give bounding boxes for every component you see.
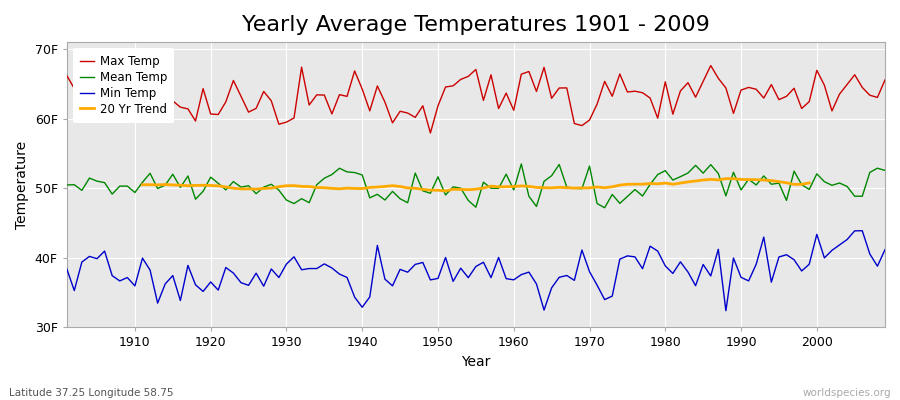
Mean Temp [516, 162, 526, 166]
Mean Temp [615, 201, 626, 206]
Mean Temp [61, 182, 72, 187]
Mean Temp [508, 188, 519, 192]
Max Temp [879, 78, 890, 82]
20 Yr Trend [743, 177, 754, 182]
Y-axis label: Temperature: Temperature [15, 141, 29, 229]
Min Temp [122, 275, 132, 280]
Mean Temp [500, 172, 511, 176]
Max Temp [706, 63, 716, 68]
Mean Temp [879, 168, 890, 173]
20 Yr Trend [804, 180, 814, 185]
Max Temp [516, 72, 526, 76]
Max Temp [122, 87, 132, 92]
Min Temp [289, 254, 300, 259]
Mean Temp [334, 166, 345, 171]
20 Yr Trend [274, 184, 284, 189]
Line: 20 Yr Trend: 20 Yr Trend [142, 179, 809, 191]
Text: worldspecies.org: worldspecies.org [803, 388, 891, 398]
Legend: Max Temp, Mean Temp, Min Temp, 20 Yr Trend: Max Temp, Mean Temp, Min Temp, 20 Yr Tre… [73, 48, 175, 123]
Min Temp [508, 278, 519, 282]
20 Yr Trend [440, 188, 451, 193]
Max Temp [607, 94, 617, 99]
Line: Max Temp: Max Temp [67, 66, 885, 133]
Min Temp [721, 308, 732, 313]
Mean Temp [122, 184, 132, 188]
20 Yr Trend [486, 184, 497, 188]
Line: Mean Temp: Mean Temp [67, 164, 885, 208]
Line: Min Temp: Min Temp [67, 231, 885, 311]
20 Yr Trend [205, 183, 216, 188]
Max Temp [289, 116, 300, 120]
20 Yr Trend [721, 176, 732, 181]
X-axis label: Year: Year [461, 355, 491, 369]
Max Temp [425, 130, 436, 135]
Mean Temp [599, 205, 610, 210]
Min Temp [500, 276, 511, 281]
20 Yr Trend [137, 182, 148, 187]
Max Temp [61, 73, 72, 78]
Min Temp [599, 297, 610, 302]
Max Temp [334, 92, 345, 97]
Mean Temp [289, 201, 300, 206]
Min Temp [61, 266, 72, 271]
Min Temp [879, 247, 890, 252]
Min Temp [857, 228, 868, 233]
20 Yr Trend [395, 184, 406, 189]
Max Temp [508, 108, 519, 113]
Title: Yearly Average Temperatures 1901 - 2009: Yearly Average Temperatures 1901 - 2009 [242, 15, 710, 35]
20 Yr Trend [220, 184, 231, 189]
Min Temp [334, 272, 345, 276]
Text: Latitude 37.25 Longitude 58.75: Latitude 37.25 Longitude 58.75 [9, 388, 174, 398]
